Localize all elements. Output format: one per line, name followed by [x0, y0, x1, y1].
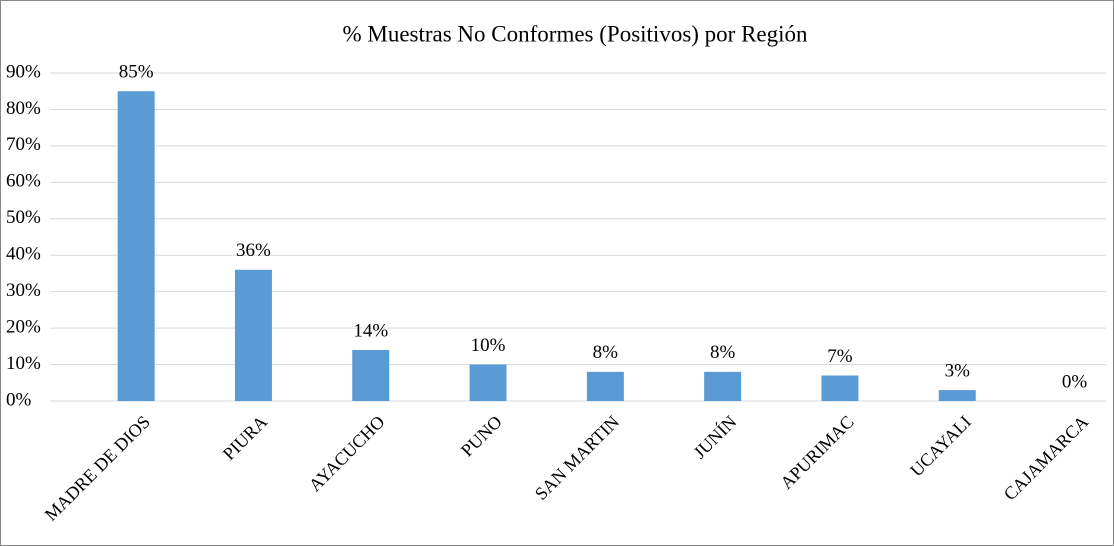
data-label: 14%	[353, 320, 388, 341]
data-label: 36%	[236, 240, 271, 261]
y-tick-label: 20%	[6, 316, 41, 337]
y-tick-label: 0%	[6, 389, 32, 410]
data-label: 10%	[471, 335, 506, 356]
data-label: 8%	[710, 342, 736, 363]
bar	[704, 371, 742, 401]
bar	[352, 349, 390, 401]
y-tick-label: 50%	[6, 207, 41, 228]
y-tick-label: 80%	[6, 98, 41, 119]
data-label: 3%	[945, 360, 971, 381]
data-label: 7%	[827, 346, 853, 367]
y-tick-label: 10%	[6, 353, 41, 374]
bar	[469, 364, 507, 401]
chart-title: % Muestras No Conformes (Positivos) por …	[342, 21, 808, 46]
data-label: 85%	[119, 62, 154, 83]
bar	[938, 390, 976, 401]
bar	[586, 371, 624, 401]
bar	[821, 375, 859, 401]
data-label: 0%	[1062, 371, 1088, 392]
y-tick-label: 30%	[6, 280, 41, 301]
y-tick-label: 70%	[6, 134, 41, 155]
y-tick-label: 40%	[6, 244, 41, 265]
bar	[234, 269, 272, 401]
data-label: 8%	[593, 342, 619, 363]
bar	[117, 91, 155, 401]
y-tick-label: 60%	[6, 171, 41, 192]
y-tick-label: 90%	[6, 61, 41, 82]
